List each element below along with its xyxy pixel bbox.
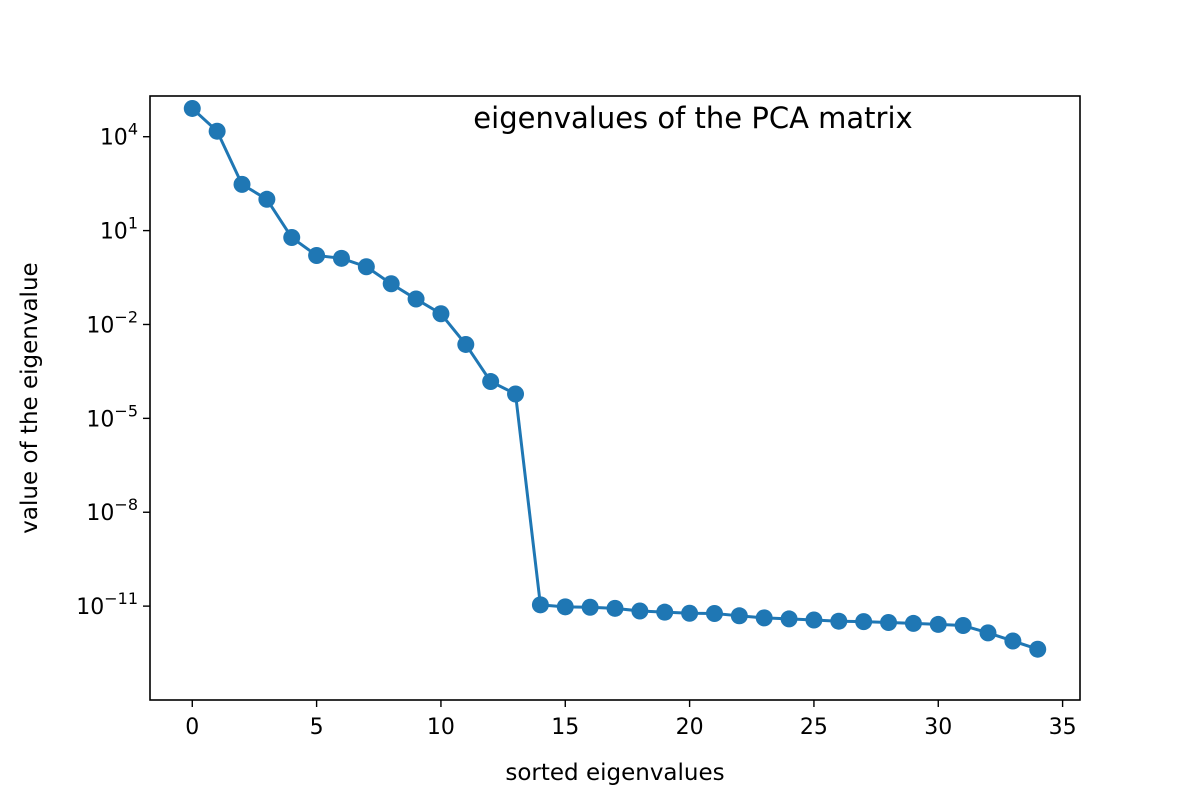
y-tick-exponent: 1 [128, 214, 138, 233]
data-point [880, 613, 898, 631]
y-tick-base: 10 [100, 126, 128, 151]
data-point [681, 604, 699, 622]
data-point [531, 596, 549, 614]
data-point [855, 613, 873, 631]
y-tick-label: 10−5 [86, 401, 138, 432]
y-tick-label: 101 [100, 214, 138, 245]
y-tick-exponent: −8 [114, 495, 138, 514]
y-tick-label: 10−11 [76, 589, 138, 620]
data-point [457, 335, 475, 353]
y-tick-label: 10−2 [86, 307, 138, 338]
x-tick-label: 15 [551, 715, 579, 740]
data-point [631, 602, 649, 620]
y-tick-base: 10 [76, 595, 104, 620]
data-point [705, 605, 723, 623]
x-tick-label: 10 [427, 715, 455, 740]
data-point [283, 229, 301, 247]
data-point [308, 247, 326, 264]
data-point [805, 611, 823, 629]
y-tick-base: 10 [86, 407, 114, 432]
data-point [1004, 632, 1022, 650]
y-tick-base: 10 [86, 313, 114, 338]
data-point [407, 290, 425, 308]
x-tick-label: 35 [1049, 715, 1077, 740]
x-tick-label: 20 [676, 715, 704, 740]
chart-title: eigenvalues of the PCA matrix [473, 101, 912, 135]
y-tick-exponent: −5 [114, 401, 138, 420]
data-point [830, 612, 848, 630]
x-axis-label: sorted eigenvalues [505, 760, 724, 786]
data-point [233, 175, 251, 193]
y-tick-label: 104 [100, 120, 138, 151]
y-tick-exponent: −11 [104, 589, 138, 608]
x-tick-label: 30 [924, 715, 952, 740]
data-point [780, 610, 798, 628]
data-point [482, 373, 500, 391]
y-tick-base: 10 [100, 220, 128, 245]
data-point [979, 624, 997, 642]
y-tick-exponent: −2 [114, 307, 138, 326]
data-point [556, 598, 574, 616]
data-point [606, 599, 624, 617]
data-point [357, 258, 375, 276]
data-point [730, 607, 748, 625]
data-point [183, 99, 201, 117]
x-tick-label: 25 [800, 715, 828, 740]
data-point [929, 615, 947, 633]
plot-area [183, 99, 1047, 658]
x-axis: 0 5 10 15 20 25 30 35 [185, 700, 1077, 740]
data-point [581, 598, 599, 616]
y-tick-label: 10−8 [86, 495, 138, 526]
data-point [258, 190, 276, 208]
data-point [507, 385, 525, 403]
data-point [1029, 640, 1047, 658]
data-point [656, 603, 674, 621]
data-point [382, 275, 400, 293]
data-point [432, 305, 450, 323]
axes-frame [149, 95, 1081, 701]
x-tick-label: 5 [310, 715, 324, 740]
data-point [904, 614, 922, 632]
data-point [954, 617, 972, 635]
data-point [332, 249, 350, 267]
y-tick-base: 10 [86, 501, 114, 526]
y-axis-label: value of the eigenvalue [17, 262, 43, 533]
data-point [755, 609, 773, 627]
data-point [208, 122, 226, 140]
y-tick-exponent: 4 [128, 120, 138, 139]
x-tick-label: 0 [185, 715, 199, 740]
